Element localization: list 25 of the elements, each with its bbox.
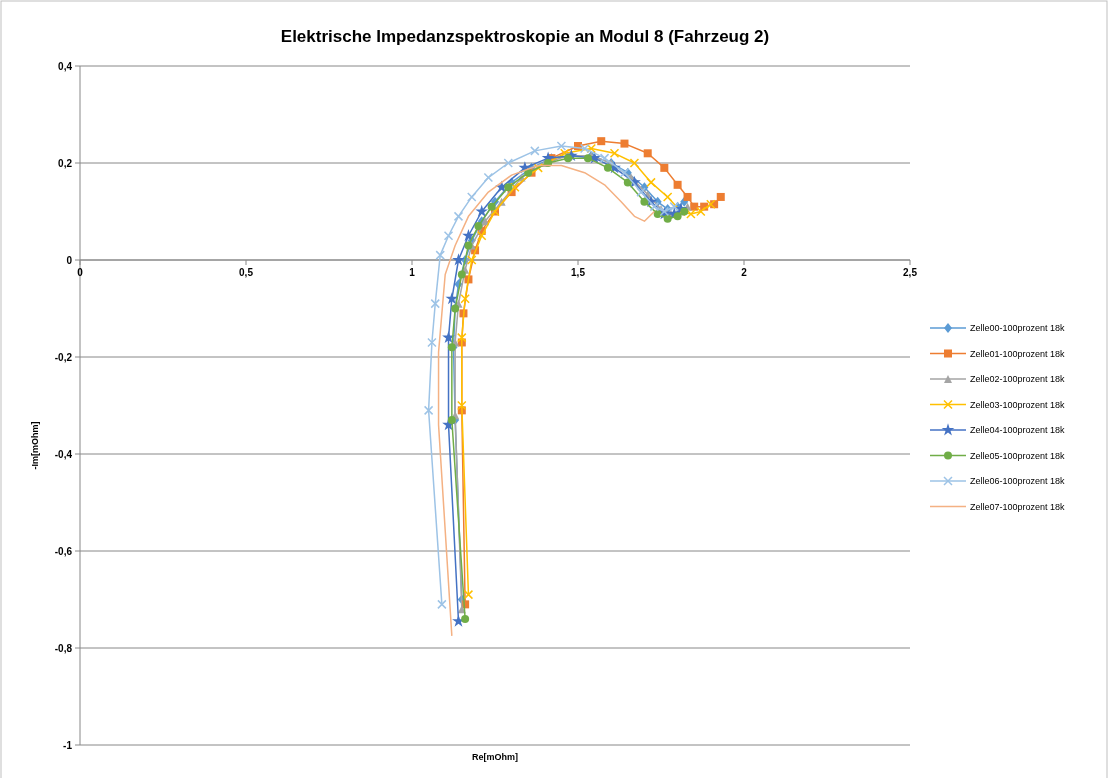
y-tick-label: -1 bbox=[63, 739, 73, 751]
legend-label: Zelle01-100prozent 18k bbox=[970, 348, 1066, 359]
y-tick-label: -0,8 bbox=[54, 642, 73, 654]
legend-label: Zelle06-100prozent 18k bbox=[970, 476, 1066, 487]
y-tick-label: -0,6 bbox=[54, 545, 73, 557]
legend-label: Zelle07-100prozent 18k bbox=[970, 501, 1066, 512]
y-tick-label: -0,2 bbox=[54, 351, 73, 363]
x-tick-label: 1 bbox=[409, 267, 416, 278]
legend-label: Zelle00-100prozent 18k bbox=[970, 323, 1066, 334]
x-tick-label: 2,5 bbox=[903, 267, 918, 278]
legend-label: Zelle05-100prozent 18k bbox=[970, 450, 1066, 461]
legend-label: Zelle04-100prozent 18k bbox=[970, 425, 1066, 436]
legend-label: Zelle02-100prozent 18k bbox=[970, 374, 1066, 385]
x-tick-label: 2 bbox=[741, 267, 748, 278]
chart-title: Elektrische Impedanzspektroskopie an Modul 8 (Fahrzeug 2) bbox=[280, 27, 770, 46]
y-tick-label: -0,4 bbox=[54, 448, 73, 460]
y-tick-label: 0,2 bbox=[58, 157, 73, 169]
x-tick-label: 1,5 bbox=[571, 267, 586, 278]
legend-label: Zelle03-100prozent 18k bbox=[970, 399, 1066, 410]
x-axis-title: Re[mOhm] bbox=[471, 752, 519, 762]
x-tick-label: 0 bbox=[77, 267, 84, 278]
y-tick-label: 0,4 bbox=[58, 60, 73, 72]
x-tick-label: 0,5 bbox=[239, 267, 254, 278]
y-axis-title: -Im[mOhm] bbox=[30, 421, 40, 470]
y-tick-label: 0 bbox=[66, 254, 73, 266]
